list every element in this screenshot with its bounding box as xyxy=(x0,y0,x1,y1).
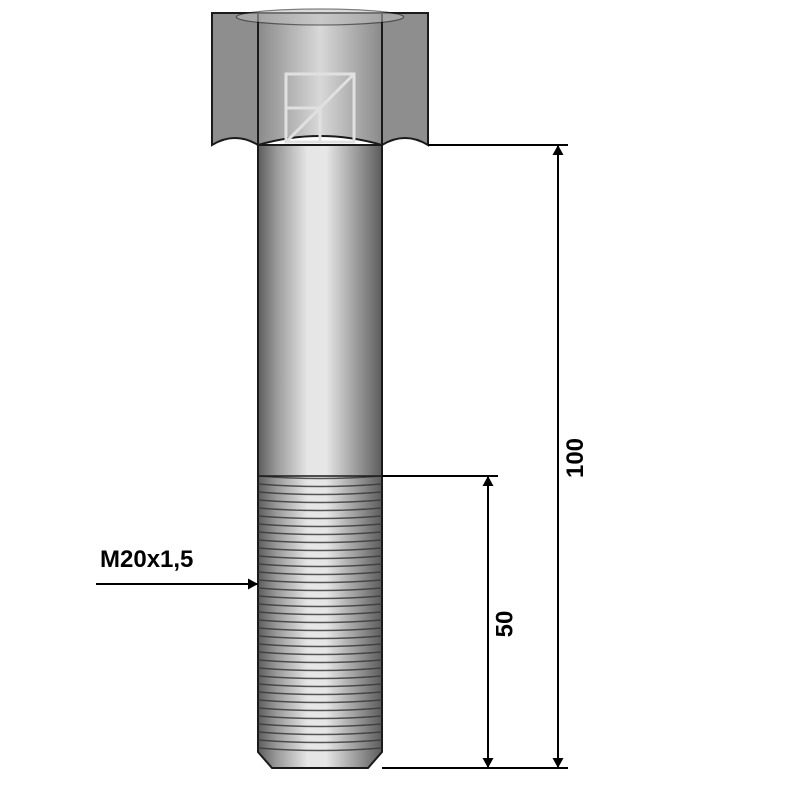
thread-spec-label: M20x1,5 xyxy=(100,546,193,574)
dimension-100-label: 100 xyxy=(562,438,590,478)
technical-drawing: M20x1,5 50 100 xyxy=(0,0,800,800)
dimension-50-label: 50 xyxy=(491,611,519,638)
drawing-svg xyxy=(0,0,800,800)
